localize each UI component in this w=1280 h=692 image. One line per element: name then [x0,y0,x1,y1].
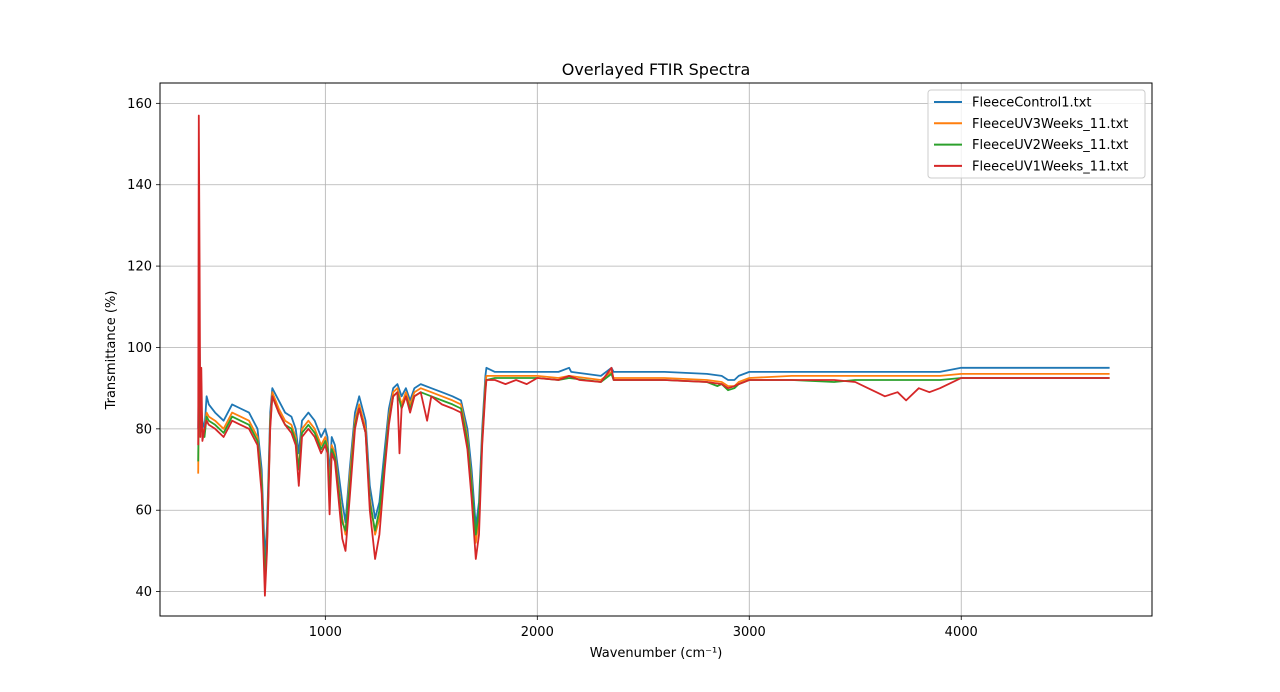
legend-label-4: FleeceUV1Weeks_11.txt [972,159,1128,174]
y-tick-label: 40 [135,585,152,600]
x-tick-label: 3000 [733,625,766,640]
plot-frame [159,82,1153,617]
legend-box [927,89,1146,179]
x-tick-label: 2000 [521,625,554,640]
x-tick-label: 1000 [309,625,342,640]
y-tick-label: 160 [127,97,152,112]
legend-label-2: FleeceUV3Weeks_11.txt [972,117,1128,132]
y-tick-label: 140 [127,178,152,193]
legend: FleeceControl1.txt FleeceUV3Weeks_11.txt F… [927,89,1146,179]
axis-ticks: 1000 2000 3000 4000 40 60 80 100 120 140 160 [127,97,978,640]
x-axis-label: Wavenumber (cm⁻¹) [590,646,723,661]
x-tick-label: 4000 [945,625,978,640]
legend-label-3: FleeceUV2Weeks_11.txt [972,138,1128,153]
y-tick-label: 100 [127,341,152,356]
series-lines [197,114,1110,597]
y-axis-label: Transmittance (%) [104,291,119,411]
y-tick-label: 120 [127,260,152,275]
y-tick-label: 60 [135,504,152,519]
y-tick-label: 80 [135,422,152,437]
series-line-4 [197,114,1110,597]
chart-title: Overlayed FTIR Spectra [562,60,751,79]
legend-label-1: FleeceControl1.txt [972,96,1092,111]
